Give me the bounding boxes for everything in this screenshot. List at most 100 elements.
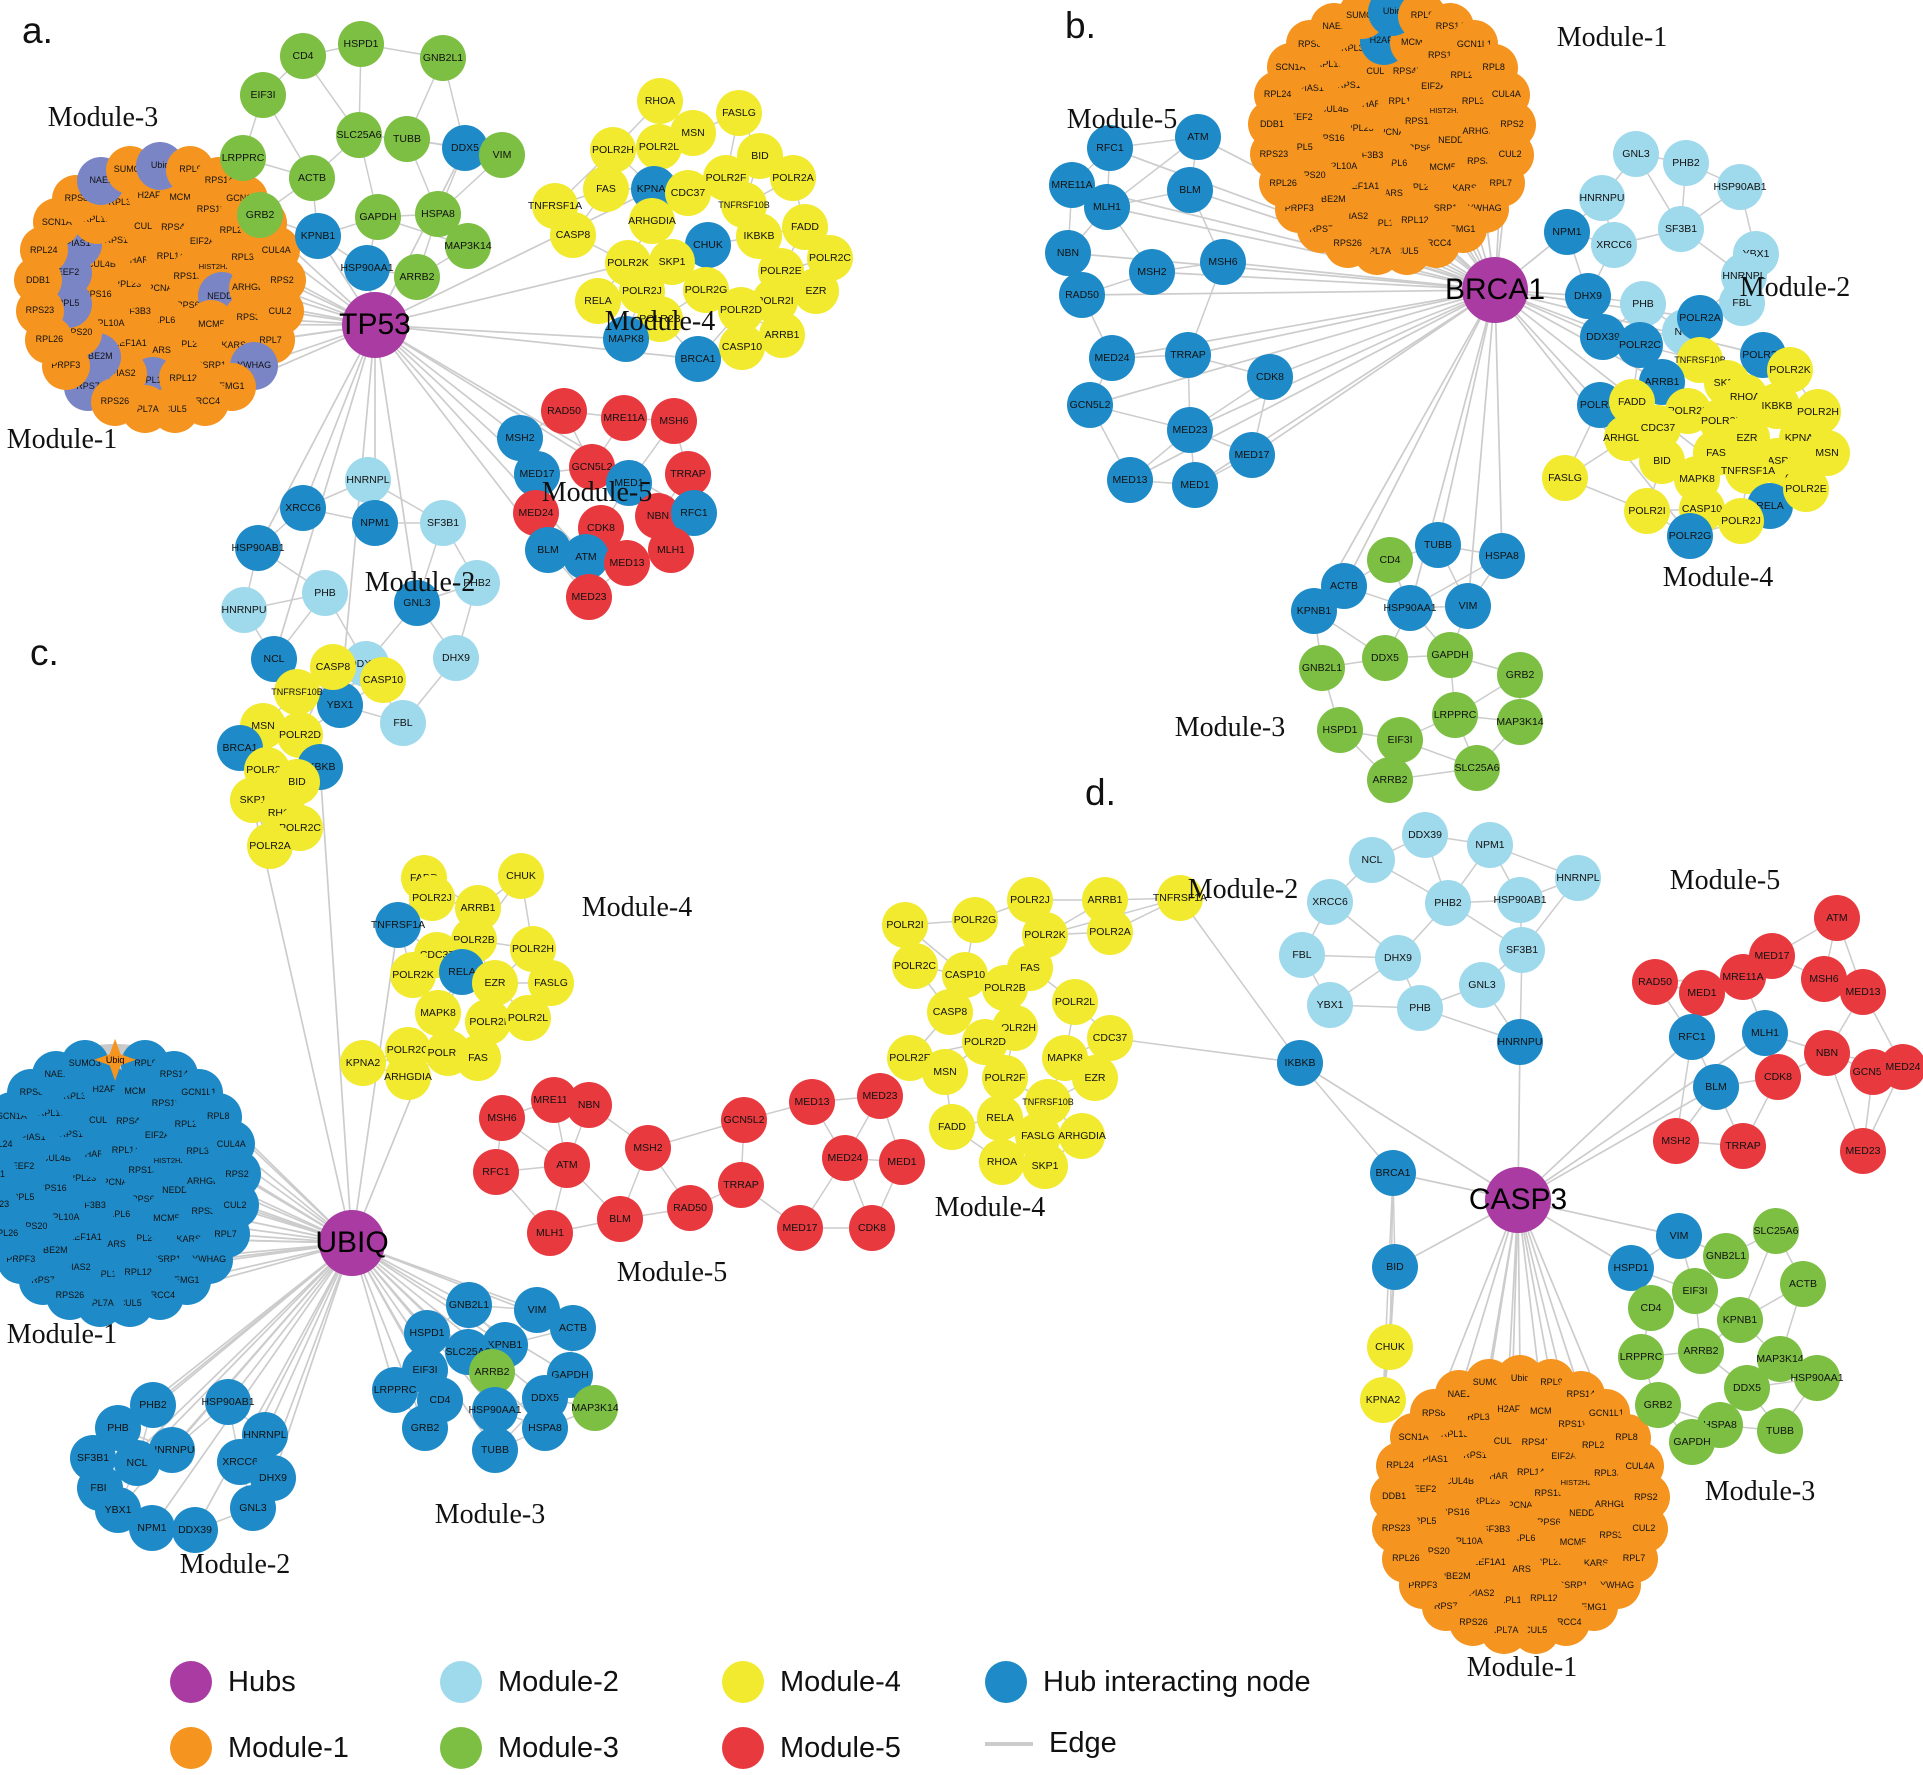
node-sf3b1[interactable]: SF3B1 xyxy=(1658,206,1704,252)
node-lrpprc[interactable]: LRPPRC xyxy=(1432,692,1478,738)
node-fbl[interactable]: FBL xyxy=(380,700,426,746)
node-gnb2l1[interactable]: GNB2L1 xyxy=(1299,645,1345,691)
node-tubb[interactable]: TUBB xyxy=(1415,522,1461,568)
node-gnl3[interactable]: GNL3 xyxy=(1613,131,1659,177)
node-med17[interactable]: MED17 xyxy=(514,451,560,497)
node-fas[interactable]: FAS xyxy=(455,1035,501,1081)
node-msh2[interactable]: MSH2 xyxy=(1653,1118,1699,1164)
node-tubb[interactable]: TUBB xyxy=(384,116,430,162)
node-phb2[interactable]: PHB2 xyxy=(454,560,500,606)
node-grb2[interactable]: GRB2 xyxy=(1635,1382,1681,1428)
node-trrap[interactable]: TRRAP xyxy=(1165,332,1211,378)
node-eif3i[interactable]: EIF3I xyxy=(240,72,286,118)
node-ncl[interactable]: NCL xyxy=(1349,837,1395,883)
node-fbl[interactable]: FBL xyxy=(1719,280,1765,326)
node-polr2a[interactable]: POLR2A xyxy=(770,155,816,201)
node-polr2h[interactable]: POLR2H xyxy=(590,127,636,173)
node-gnb2l1[interactable]: GNB2L1 xyxy=(446,1282,492,1328)
node-chuk[interactable]: CHUK xyxy=(498,853,544,899)
node-map3k14[interactable]: MAP3K14 xyxy=(571,1385,619,1431)
node-rad50[interactable]: RAD50 xyxy=(1059,272,1105,318)
node-med24[interactable]: MED24 xyxy=(1880,1044,1923,1090)
node-polr2b[interactable]: POLR2B xyxy=(982,965,1028,1011)
node-mre11a[interactable]: MRE11A xyxy=(1720,954,1766,1000)
node-rad50[interactable]: RAD50 xyxy=(1632,959,1678,1005)
node-med23[interactable]: MED23 xyxy=(857,1073,903,1119)
node-gcn5l2[interactable]: GCN5L2 xyxy=(721,1097,767,1143)
node-npm1[interactable]: NPM1 xyxy=(129,1505,175,1551)
node-sumo3[interactable]: SUMO3 xyxy=(60,1039,109,1088)
node-med13[interactable]: MED13 xyxy=(604,540,650,586)
node-rad50[interactable]: RAD50 xyxy=(541,388,587,434)
node-med17[interactable]: MED17 xyxy=(777,1205,823,1251)
node-eif3i[interactable]: EIF3I xyxy=(1377,717,1423,763)
node-rps26[interactable]: RPS26 xyxy=(1449,1598,1498,1647)
node-trrap[interactable]: TRRAP xyxy=(665,451,711,497)
node-chuk[interactable]: CHUK xyxy=(685,222,731,268)
node-polr2l[interactable]: POLR2L xyxy=(636,124,682,170)
node-atm[interactable]: ATM xyxy=(1814,895,1860,941)
node-slc25a6[interactable]: SLC25A6 xyxy=(336,112,382,158)
node-kpnb1[interactable]: KPNB1 xyxy=(1291,588,1337,634)
node-arrb1[interactable]: ARRB1 xyxy=(759,312,805,358)
node-polr2l[interactable]: POLR2L xyxy=(1052,979,1098,1025)
node-phb[interactable]: PHB xyxy=(302,570,348,616)
node-med13[interactable]: MED13 xyxy=(789,1079,835,1125)
node-npm1[interactable]: NPM1 xyxy=(1467,822,1513,868)
hub-casp3[interactable]: CASP3 xyxy=(1469,1167,1567,1233)
node-actb[interactable]: ACTB xyxy=(289,155,335,201)
hub-brca1[interactable]: BRCA1 xyxy=(1445,257,1545,323)
node-hspd1[interactable]: HSPD1 xyxy=(338,21,384,67)
node-gapdh[interactable]: GAPDH xyxy=(1669,1419,1715,1465)
node-fas[interactable]: FAS xyxy=(583,166,629,212)
node-tubb[interactable]: TUBB xyxy=(472,1427,518,1473)
node-gnl3[interactable]: GNL3 xyxy=(1459,962,1505,1008)
node-casp10[interactable]: CASP10 xyxy=(360,657,406,703)
node-slc25a6[interactable]: SLC25A6 xyxy=(1753,1208,1799,1254)
node-ybx1[interactable]: YBX1 xyxy=(317,682,363,728)
node-med23[interactable]: MED23 xyxy=(1840,1128,1886,1174)
node-polr2j[interactable]: POLR2J xyxy=(1718,498,1764,544)
node-ddx39[interactable]: DDX39 xyxy=(172,1507,218,1553)
node-xrcc6[interactable]: XRCC6 xyxy=(1591,222,1637,268)
node-chuk[interactable]: CHUK xyxy=(1367,1324,1413,1370)
node-rfc1[interactable]: RFC1 xyxy=(473,1149,519,1195)
node-actb[interactable]: ACTB xyxy=(1780,1261,1826,1307)
node-faslg[interactable]: FASLG xyxy=(716,90,762,136)
node-ncl[interactable]: NCL xyxy=(251,636,297,682)
node-arrb2[interactable]: ARRB2 xyxy=(1678,1328,1724,1374)
node-msh6[interactable]: MSH6 xyxy=(651,398,697,444)
node-arhgdia[interactable]: ARHGDIA xyxy=(1058,1113,1106,1159)
node-xrcc6[interactable]: XRCC6 xyxy=(280,485,326,531)
node-med1[interactable]: MED1 xyxy=(1172,462,1218,508)
node-vim[interactable]: VIM xyxy=(1656,1213,1702,1259)
node-gnl3[interactable]: GNL3 xyxy=(230,1485,276,1531)
node-ezr[interactable]: EZR xyxy=(472,960,518,1006)
node-msh6[interactable]: MSH6 xyxy=(1801,956,1847,1002)
node-sf3b1[interactable]: SF3B1 xyxy=(1499,927,1545,973)
node-polr2i[interactable]: POLR2I xyxy=(882,902,928,948)
node-phb[interactable]: PHB xyxy=(1397,985,1443,1031)
node-ddx5[interactable]: DDX5 xyxy=(1362,635,1408,681)
node-ddx5[interactable]: DDX5 xyxy=(1724,1365,1770,1411)
node-polr2f[interactable]: POLR2F xyxy=(982,1055,1028,1101)
node-msh2[interactable]: MSH2 xyxy=(625,1125,671,1171)
node-npm1[interactable]: NPM1 xyxy=(352,500,398,546)
node-grb2[interactable]: GRB2 xyxy=(237,192,283,238)
node-phb[interactable]: PHB xyxy=(1620,281,1666,327)
node-med23[interactable]: MED23 xyxy=(1167,407,1213,453)
node-arhgdia[interactable]: ARHGDIA xyxy=(628,198,676,244)
node-kpna2[interactable]: KPNA2 xyxy=(1360,1377,1406,1423)
node-gapdh[interactable]: GAPDH xyxy=(1427,632,1473,678)
node-hnrnpu[interactable]: HNRNPU xyxy=(1497,1019,1543,1065)
node-hspd1[interactable]: HSPD1 xyxy=(1317,707,1363,753)
node-grb2[interactable]: GRB2 xyxy=(1497,652,1543,698)
node-gnl3[interactable]: GNL3 xyxy=(394,580,440,626)
node-nbn[interactable]: NBN xyxy=(566,1082,612,1128)
node-med17[interactable]: MED17 xyxy=(1229,432,1275,478)
node-mre11a[interactable]: MRE11A xyxy=(601,395,647,441)
node-cd4[interactable]: CD4 xyxy=(280,33,326,79)
node-tnfrsf1a[interactable]: TNFRSF1A xyxy=(371,902,425,948)
node-kpnb1[interactable]: KPNB1 xyxy=(295,213,341,259)
node-faslg[interactable]: FASLG xyxy=(1542,455,1588,501)
